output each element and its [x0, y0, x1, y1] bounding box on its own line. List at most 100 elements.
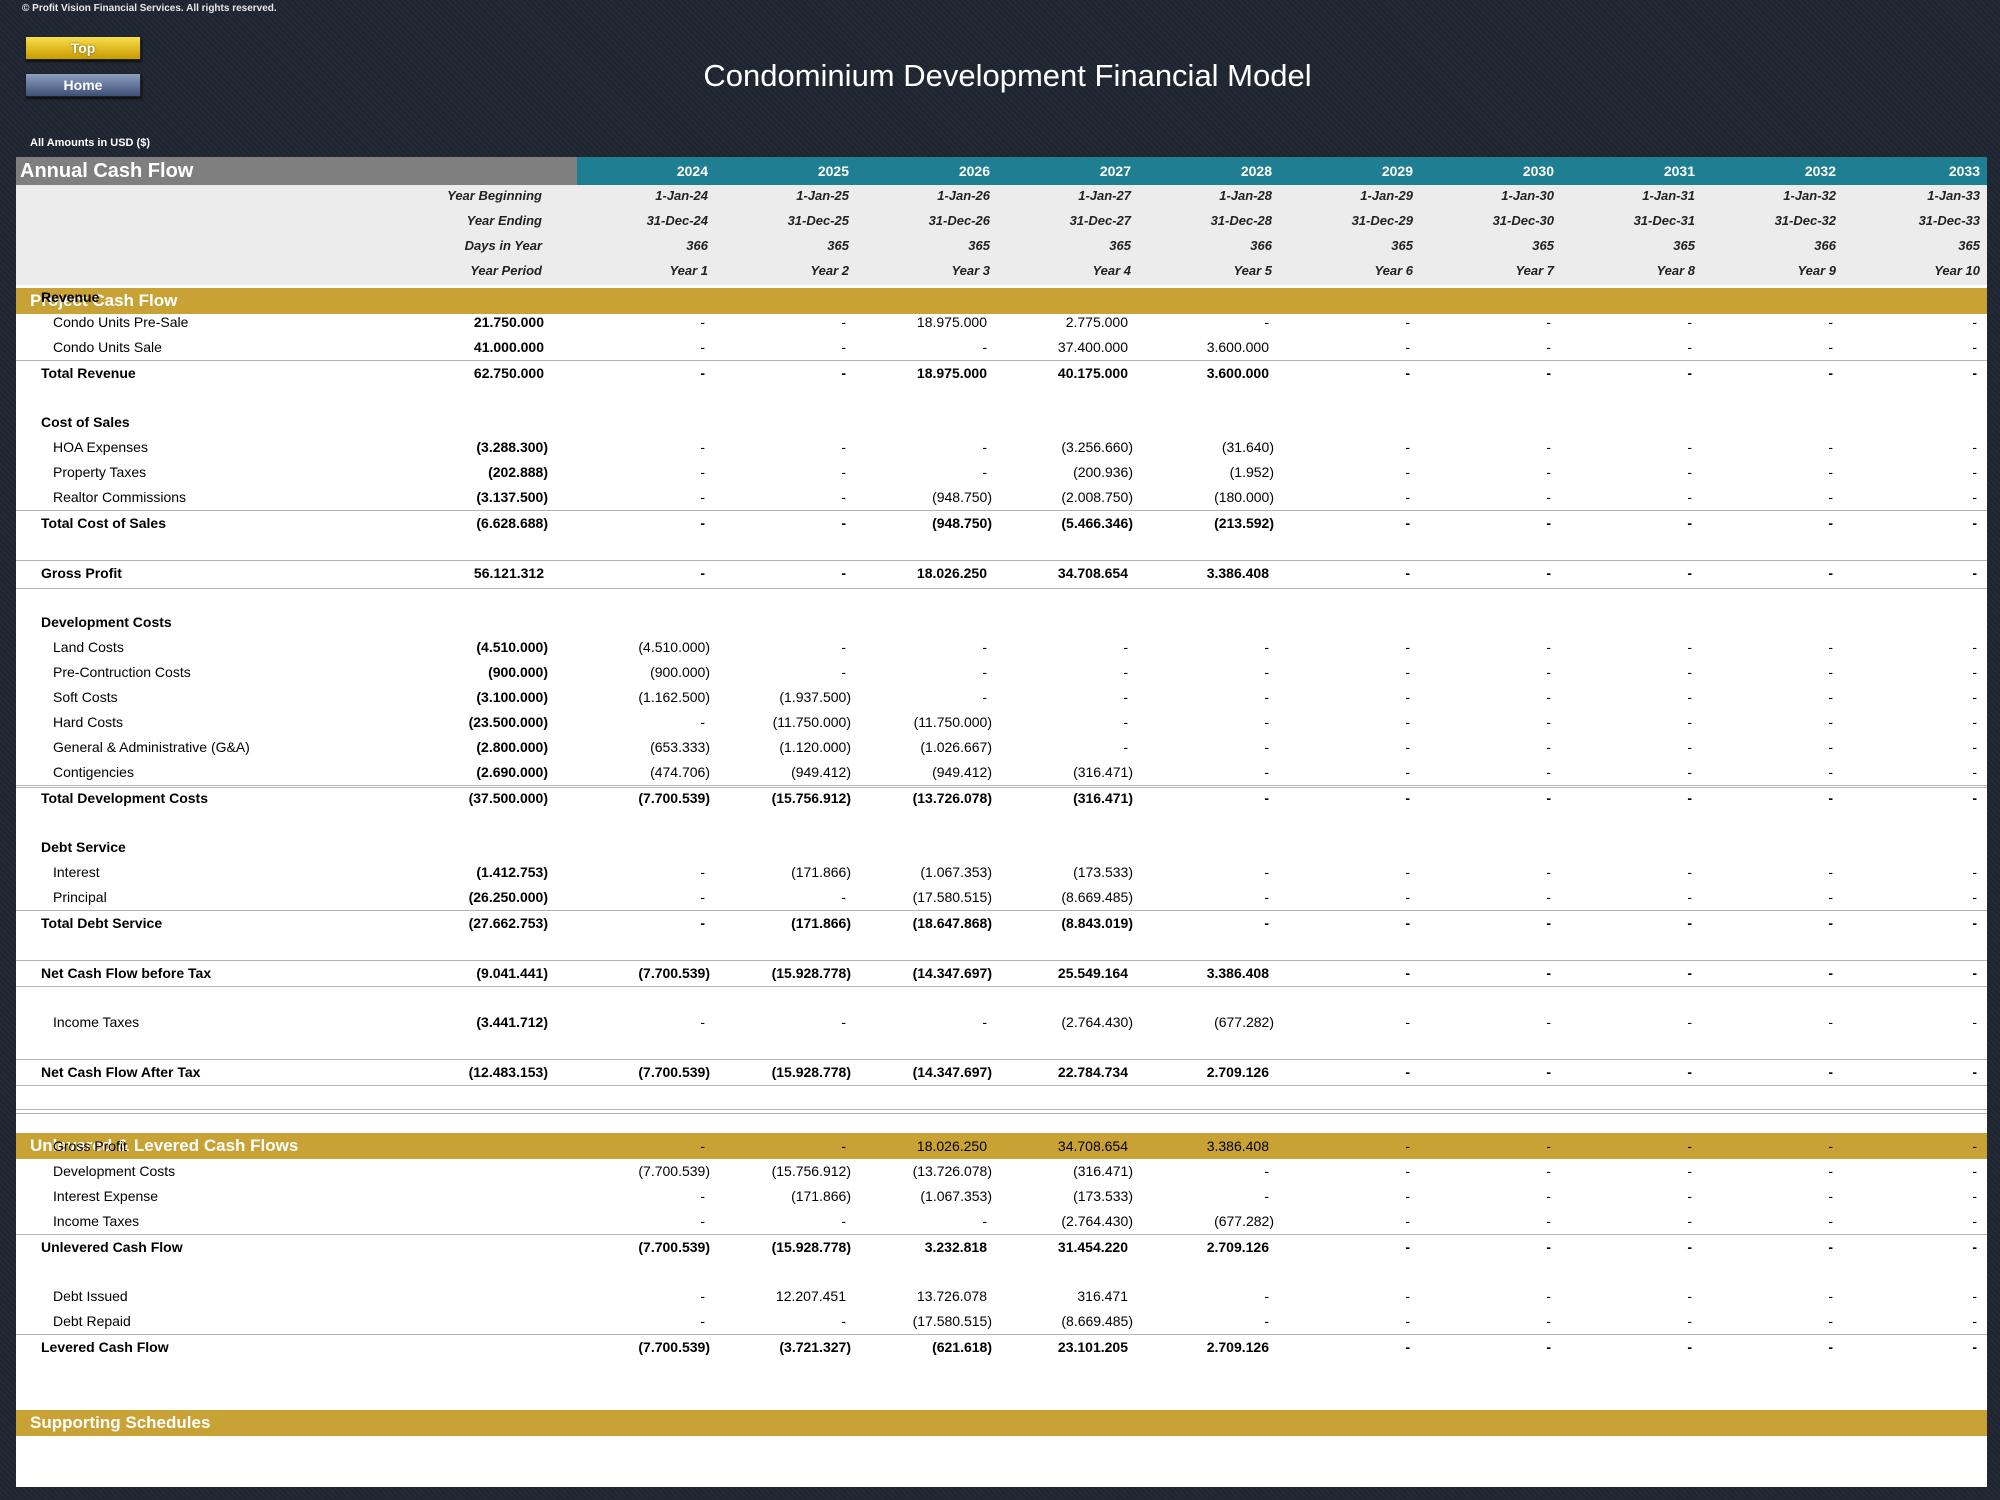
value-cell: (948.750): [932, 515, 992, 531]
row-label: Income Taxes: [53, 1213, 140, 1229]
value-cell: -: [1546, 1188, 1551, 1204]
date-cell: Year 6: [1374, 263, 1413, 278]
value-cell: -: [1264, 1188, 1269, 1204]
copyright-text: © Profit Vision Financial Services. All …: [22, 3, 277, 14]
value-cell: -: [1405, 464, 1410, 480]
value-cell: -: [841, 489, 846, 505]
value-cell: (7.700.539): [638, 1239, 710, 1255]
value-cell: 18.975.000: [916, 314, 987, 330]
total-cell: (3.137.500): [476, 489, 548, 505]
date-cell: 1-Jan-27: [1078, 188, 1131, 203]
home-button[interactable]: Home: [25, 73, 141, 97]
date-row-label: Days in Year: [464, 238, 542, 253]
value-cell: -: [1546, 565, 1551, 581]
date-cell: Year 1: [669, 263, 708, 278]
total-cell: (27.662.753): [468, 915, 548, 931]
table-row: Development Costs (7.700.539) (15.756.912)…: [16, 1159, 1987, 1184]
value-cell: (11.750.000): [772, 714, 851, 730]
value-cell: (621.618): [932, 1339, 992, 1355]
value-cell: (653.333): [650, 739, 710, 755]
value-cell: (213.592): [1214, 515, 1274, 531]
value-cell: (13.726.078): [912, 1163, 992, 1179]
value-cell: 3.386.408: [1206, 1138, 1269, 1154]
total-cell: (9.041.441): [476, 965, 548, 981]
year-header: 2031: [1663, 163, 1695, 179]
total-row: Net Cash Flow before Tax (9.041.441) (7.70…: [16, 960, 1987, 986]
value-cell: -: [1546, 1163, 1551, 1179]
value-cell: -: [1264, 1313, 1269, 1329]
date-cell: 365: [968, 238, 990, 253]
total-cell: (3.441.712): [476, 1014, 548, 1030]
value-cell: -: [1687, 1288, 1692, 1304]
date-cell: Year 8: [1656, 263, 1695, 278]
value-cell: (13.726.078): [912, 790, 992, 806]
value-cell: -: [1828, 1339, 1833, 1355]
value-cell: -: [1972, 489, 1977, 505]
value-cell: 2.709.126: [1206, 1339, 1269, 1355]
value-cell: -: [700, 464, 705, 480]
value-cell: -: [1405, 1014, 1410, 1030]
value-cell: (1.067.353): [920, 864, 992, 880]
date-cell: 31-Dec-26: [928, 213, 990, 228]
value-cell: (1.937.500): [779, 689, 851, 705]
value-cell: -: [841, 889, 846, 905]
value-cell: -: [982, 639, 987, 655]
value-cell: -: [700, 1014, 705, 1030]
value-cell: (677.282): [1214, 1014, 1274, 1030]
value-cell: -: [1972, 714, 1977, 730]
value-cell: -: [700, 1213, 705, 1229]
value-cell: -: [1687, 714, 1692, 730]
row-label: Total Debt Service: [41, 915, 163, 931]
top-button[interactable]: Top: [25, 36, 141, 60]
value-cell: -: [1546, 1014, 1551, 1030]
row-label: Development Costs: [41, 614, 172, 630]
table-row: HOA Expenses (3.288.300) - - - (3.256.660) (31…: [16, 435, 1987, 460]
value-cell: -: [1687, 790, 1692, 806]
value-cell: -: [1687, 915, 1692, 931]
year-header: 2027: [1099, 163, 1131, 179]
date-cell: 365: [1673, 238, 1695, 253]
separator: [16, 986, 1987, 987]
date-cell: Year 10: [1934, 263, 1980, 278]
total-cell: (12.483.153): [468, 1064, 548, 1080]
value-cell: -: [1828, 1163, 1833, 1179]
value-cell: (5.466.346): [1061, 515, 1133, 531]
value-cell: -: [1828, 1014, 1833, 1030]
value-cell: (173.533): [1073, 864, 1133, 880]
row-label: Soft Costs: [53, 689, 118, 705]
value-cell: -: [1405, 439, 1410, 455]
value-cell: -: [841, 1014, 846, 1030]
row-label: Revenue: [41, 289, 100, 305]
value-cell: -: [1405, 790, 1410, 806]
value-cell: -: [1828, 689, 1833, 705]
value-cell: -: [1405, 639, 1410, 655]
row-label: Land Costs: [53, 639, 124, 655]
total-row: Total Cost of Sales (6.628.688) - - (948.750…: [16, 510, 1987, 536]
value-cell: -: [1972, 915, 1977, 931]
row-label: Net Cash Flow before Tax: [41, 965, 212, 981]
value-cell: -: [1828, 464, 1833, 480]
value-cell: -: [841, 1213, 846, 1229]
value-cell: -: [1546, 714, 1551, 730]
row-label: Realtor Commissions: [53, 489, 187, 505]
row-label: Total Cost of Sales: [41, 515, 166, 531]
value-cell: -: [1546, 489, 1551, 505]
value-cell: -: [1828, 489, 1833, 505]
value-cell: -: [1546, 1313, 1551, 1329]
total-cell: (3.100.000): [476, 689, 548, 705]
value-cell: (7.700.539): [638, 1064, 710, 1080]
date-cell: 31-Dec-28: [1210, 213, 1272, 228]
value-cell: -: [982, 464, 987, 480]
value-cell: 31.454.220: [1057, 1239, 1128, 1255]
value-cell: 22.784.734: [1057, 1064, 1128, 1080]
value-cell: -: [700, 1313, 705, 1329]
value-cell: -: [1972, 1138, 1977, 1154]
value-cell: -: [1546, 689, 1551, 705]
value-cell: -: [1264, 664, 1269, 680]
date-header: Year Beginning 1-Jan-24 1-Jan-25 1-Jan-26 1-…: [16, 185, 1987, 285]
value-cell: -: [1828, 714, 1833, 730]
value-cell: -: [1972, 515, 1977, 531]
value-cell: -: [1972, 1288, 1977, 1304]
value-cell: -: [1687, 1064, 1692, 1080]
value-cell: (677.282): [1214, 1213, 1274, 1229]
